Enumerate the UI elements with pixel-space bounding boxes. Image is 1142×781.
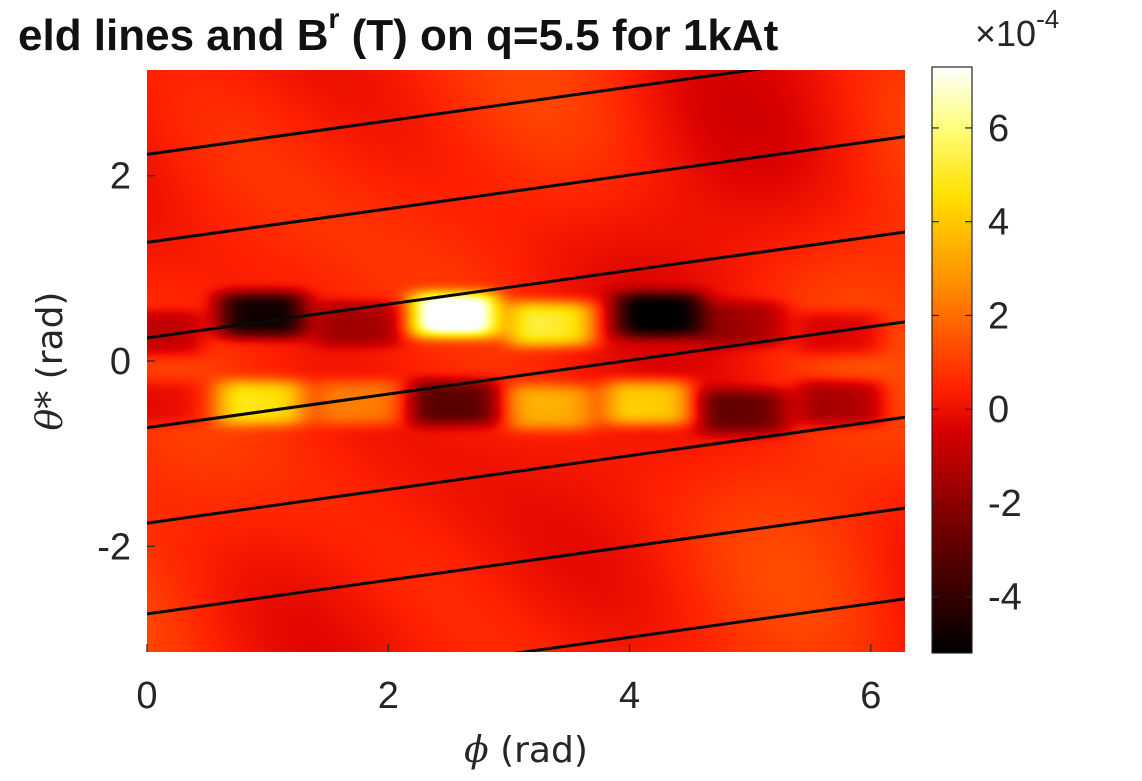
colorbar-ticks: 6 4 2 0 -2 -4 (932, 108, 1022, 619)
x-axis-unit: (rad) (489, 730, 588, 771)
x-tick-label: 0 (136, 675, 157, 717)
colorbar-tick-label: -4 (988, 577, 1022, 619)
field-line-4 (147, 320, 905, 430)
colorbar-tick-label: 6 (988, 108, 1009, 150)
y-axis-ticks: 2 0 -2 (97, 156, 155, 568)
field-line-1 (147, 70, 763, 156)
field-line-5 (147, 415, 905, 525)
heatmap-area (147, 70, 905, 652)
field-line-2 (147, 135, 905, 244)
colorbar-exponent-power: -4 (1036, 4, 1059, 34)
y-tick-label: 2 (110, 156, 131, 198)
chart-title: eld lines and Br (T) on q=5.5 for 1kAt (18, 3, 779, 60)
x-axis-ticks: 0 2 4 6 (136, 644, 881, 717)
x-axis-label: ϕ (rad) (464, 730, 588, 771)
title-rest: (T) on q=5.5 for 1kAt (339, 11, 778, 60)
field-line-6 (147, 506, 905, 616)
y-axis-symbol: θ* (30, 391, 71, 431)
title-main: eld lines and B (18, 11, 329, 60)
field-lines (147, 70, 905, 652)
x-tick-label: 6 (860, 675, 881, 717)
colorbar-tick-label: -2 (988, 483, 1022, 525)
colorbar-exponent-base: ×10 (975, 13, 1036, 54)
field-line-3 (147, 230, 905, 340)
colorbar-tick-label: 4 (988, 202, 1009, 244)
field-line-7 (513, 597, 905, 652)
y-axis-unit: (rad) (30, 292, 71, 391)
x-tick-label: 2 (378, 675, 399, 717)
colorbar-tick-label: 2 (988, 295, 1009, 337)
title-superscript: r (329, 3, 340, 34)
colorbar-exponent: ×10-4 (975, 4, 1059, 54)
x-axis-symbol: ϕ (464, 730, 489, 771)
x-tick-label: 4 (619, 675, 640, 717)
colorbar (931, 66, 973, 654)
y-tick-label: -2 (97, 526, 131, 568)
heatmap-canvas (147, 70, 905, 652)
y-axis-label: θ* (rad) (30, 292, 71, 431)
colorbar-tick-label: 0 (988, 389, 1009, 431)
y-tick-label: 0 (110, 341, 131, 383)
